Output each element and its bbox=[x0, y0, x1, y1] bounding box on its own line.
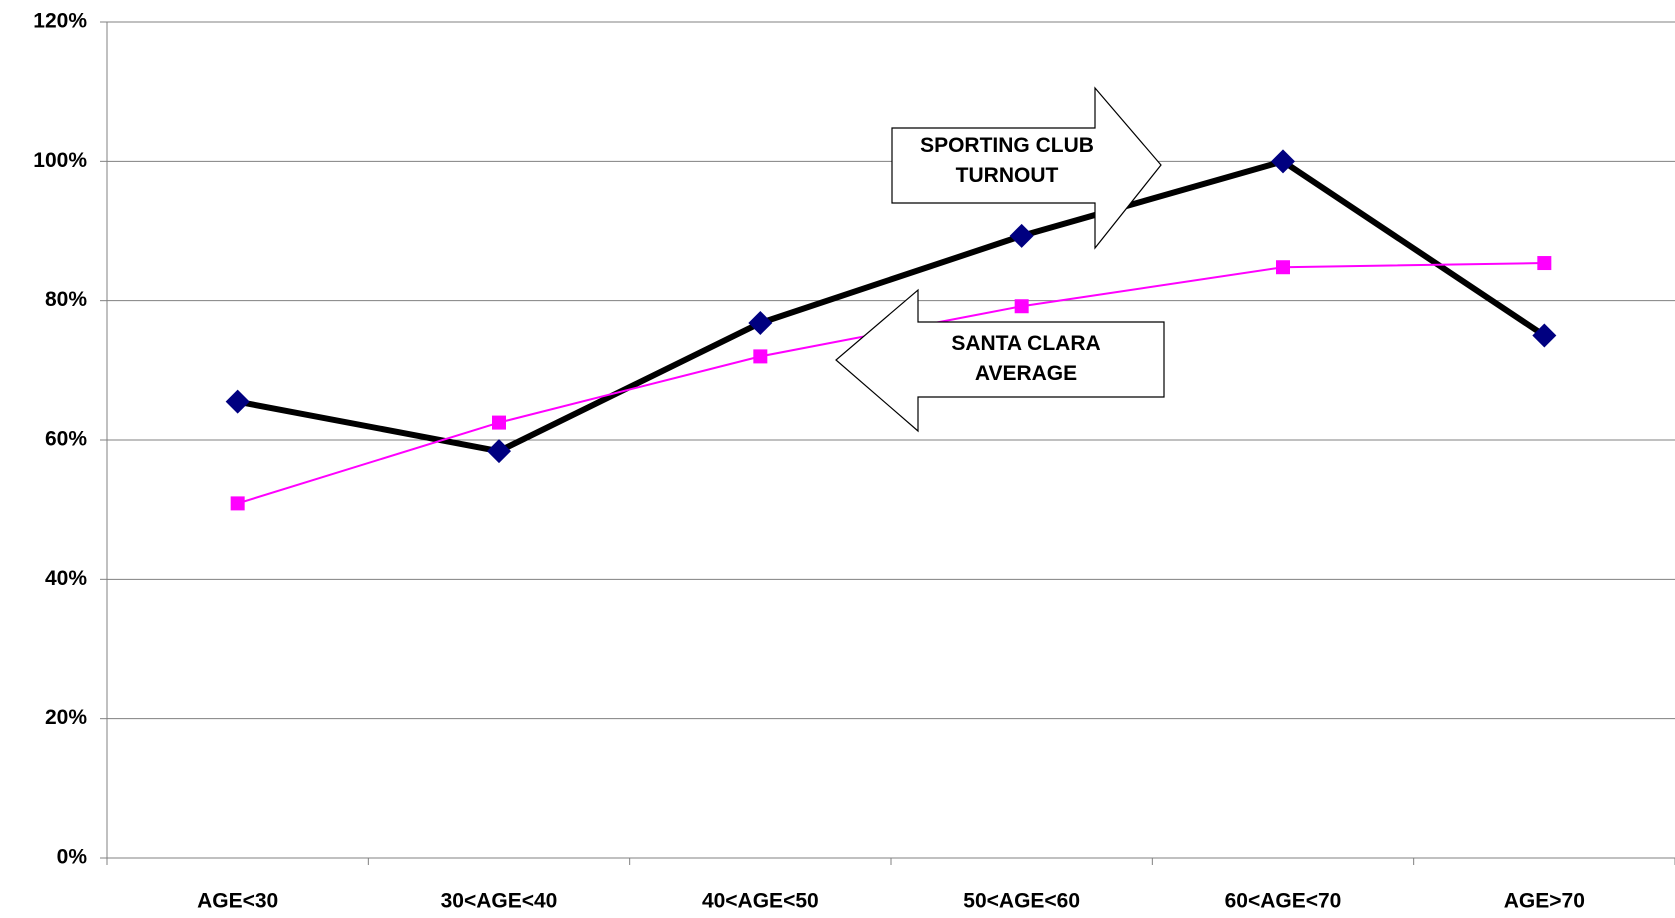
series-line bbox=[237, 158, 1546, 455]
marker bbox=[1537, 256, 1552, 271]
marker bbox=[492, 415, 506, 430]
x-tick-label: 50<AGE<60 bbox=[963, 890, 1080, 913]
y-tick-label: 60% bbox=[45, 428, 87, 451]
y-tick-label: 40% bbox=[45, 567, 87, 590]
series-label: SPORTING CLUB TURNOUT bbox=[920, 134, 1094, 187]
marker bbox=[487, 439, 511, 464]
marker bbox=[225, 389, 250, 414]
y-tick-label: 20% bbox=[45, 706, 87, 729]
x-tick-label: 30<AGE<40 bbox=[441, 890, 558, 913]
callout-arrow bbox=[835, 288, 1165, 433]
x-tick-label: AGE>70 bbox=[1504, 890, 1585, 913]
x-tick-label: 40<AGE<50 bbox=[702, 890, 819, 913]
y-tick-label: 0% bbox=[57, 846, 88, 869]
marker bbox=[1276, 260, 1290, 275]
marker bbox=[1271, 149, 1295, 174]
series-label: SANTA CLARA AVERAGE bbox=[951, 332, 1101, 385]
x-tick-label: 60<AGE<70 bbox=[1225, 890, 1342, 913]
x-tick-label: AGE<30 bbox=[197, 890, 278, 913]
y-tick-label: 80% bbox=[45, 288, 87, 311]
marker bbox=[1532, 323, 1557, 348]
marker bbox=[748, 310, 773, 335]
marker bbox=[230, 496, 245, 511]
callout-arrow bbox=[891, 86, 1162, 250]
marker bbox=[753, 349, 768, 364]
y-tick-label: 100% bbox=[33, 149, 87, 172]
y-tick-label: 120% bbox=[33, 10, 87, 33]
marker bbox=[1009, 223, 1034, 248]
marker bbox=[1014, 299, 1029, 314]
